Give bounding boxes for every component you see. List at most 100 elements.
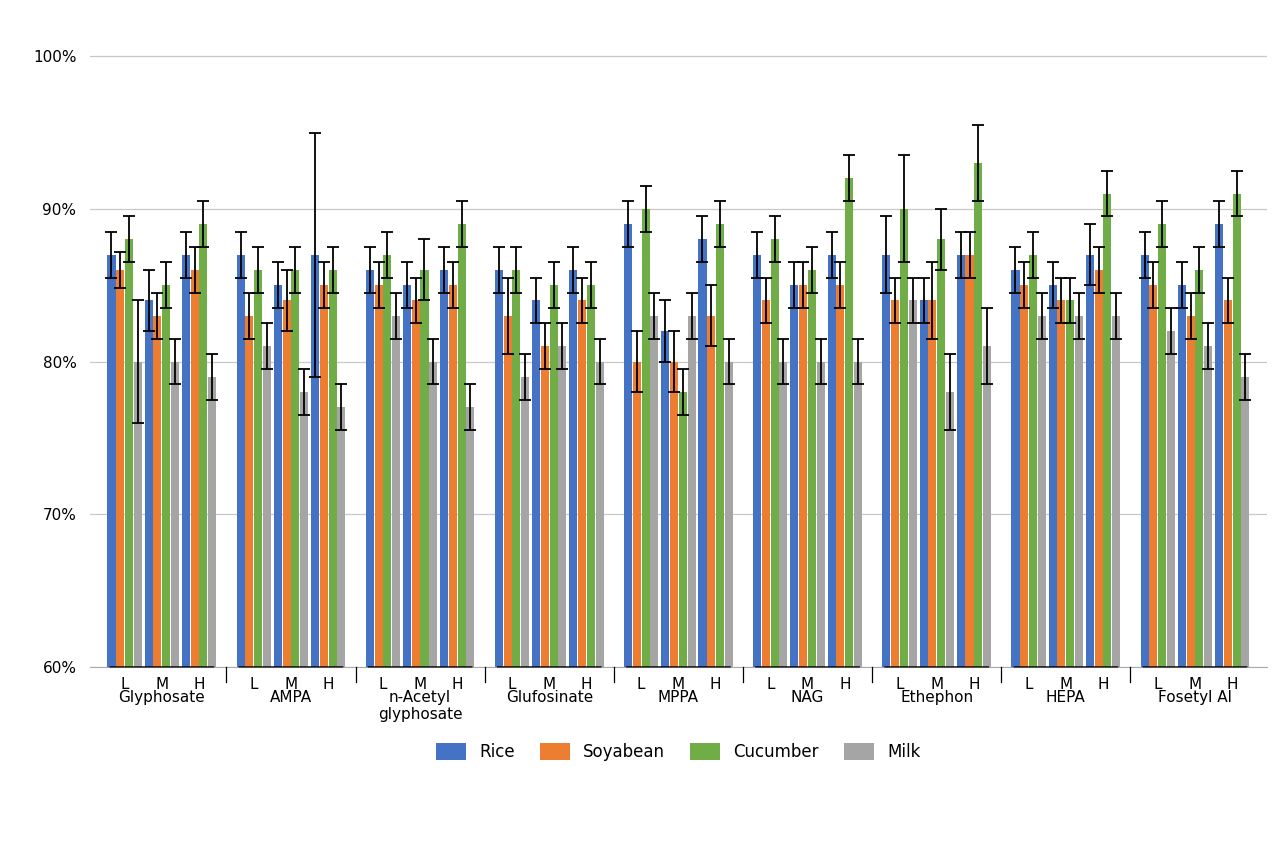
- Bar: [246, 315, 253, 667]
- Text: n-Acetyl
glyphosate: n-Acetyl glyphosate: [378, 690, 462, 722]
- Bar: [503, 315, 512, 667]
- Bar: [632, 362, 641, 667]
- Bar: [300, 392, 308, 667]
- Bar: [1178, 286, 1185, 667]
- Bar: [182, 255, 189, 667]
- Bar: [145, 300, 152, 667]
- Bar: [466, 407, 475, 667]
- Bar: [919, 300, 928, 667]
- Bar: [458, 224, 466, 667]
- Bar: [383, 255, 392, 667]
- Text: NAG: NAG: [791, 690, 824, 705]
- Bar: [366, 270, 374, 667]
- Bar: [965, 255, 974, 667]
- Bar: [753, 255, 762, 667]
- Bar: [1103, 193, 1111, 667]
- Bar: [1233, 193, 1240, 667]
- Bar: [1215, 224, 1224, 667]
- Bar: [320, 286, 328, 667]
- Bar: [595, 362, 604, 667]
- Bar: [521, 377, 529, 667]
- Bar: [1140, 255, 1148, 667]
- Bar: [403, 286, 411, 667]
- Bar: [662, 331, 669, 667]
- Bar: [928, 300, 937, 667]
- Bar: [956, 255, 965, 667]
- Text: Fosetyl Al: Fosetyl Al: [1158, 690, 1231, 705]
- Bar: [392, 315, 401, 667]
- Bar: [1066, 300, 1074, 667]
- Bar: [1242, 377, 1249, 667]
- Legend: Rice, Soyabean, Cucumber, Milk: Rice, Soyabean, Cucumber, Milk: [429, 736, 928, 768]
- Bar: [191, 270, 198, 667]
- Bar: [1167, 331, 1175, 667]
- Bar: [579, 300, 586, 667]
- Bar: [678, 392, 687, 667]
- Bar: [255, 270, 262, 667]
- Bar: [1112, 315, 1120, 667]
- Bar: [780, 362, 787, 667]
- Bar: [974, 163, 982, 667]
- Text: MPPA: MPPA: [658, 690, 699, 705]
- Bar: [891, 300, 899, 667]
- Bar: [375, 286, 383, 667]
- Bar: [1011, 270, 1019, 667]
- Bar: [1094, 270, 1102, 667]
- Bar: [1048, 286, 1057, 667]
- Bar: [687, 315, 695, 667]
- Bar: [440, 270, 448, 667]
- Bar: [699, 239, 707, 667]
- Bar: [817, 362, 824, 667]
- Bar: [762, 300, 771, 667]
- Bar: [274, 286, 282, 667]
- Bar: [724, 362, 732, 667]
- Bar: [329, 270, 337, 667]
- Bar: [570, 270, 577, 667]
- Bar: [708, 315, 716, 667]
- Bar: [650, 315, 658, 667]
- Bar: [845, 179, 854, 667]
- Bar: [828, 255, 836, 667]
- Bar: [1204, 346, 1212, 667]
- Bar: [512, 270, 521, 667]
- Bar: [1038, 315, 1046, 667]
- Bar: [946, 392, 954, 667]
- Bar: [1075, 315, 1083, 667]
- Bar: [1187, 315, 1194, 667]
- Bar: [541, 346, 549, 667]
- Bar: [1029, 255, 1037, 667]
- Bar: [1057, 300, 1065, 667]
- Bar: [172, 362, 179, 667]
- Bar: [163, 286, 170, 667]
- Bar: [237, 255, 244, 667]
- Bar: [532, 300, 540, 667]
- Bar: [641, 209, 649, 667]
- Bar: [283, 300, 291, 667]
- Bar: [900, 209, 908, 667]
- Bar: [558, 346, 567, 667]
- Bar: [133, 362, 142, 667]
- Bar: [292, 270, 300, 667]
- Bar: [983, 346, 991, 667]
- Bar: [262, 346, 271, 667]
- Bar: [412, 300, 420, 667]
- Bar: [586, 286, 595, 667]
- Bar: [716, 224, 724, 667]
- Text: Glyphosate: Glyphosate: [119, 690, 205, 705]
- Bar: [799, 286, 808, 667]
- Bar: [429, 362, 438, 667]
- Text: Glufosinate: Glufosinate: [506, 690, 593, 705]
- Bar: [1020, 286, 1028, 667]
- Bar: [125, 239, 133, 667]
- Bar: [154, 315, 161, 667]
- Bar: [836, 286, 845, 667]
- Bar: [808, 270, 815, 667]
- Bar: [209, 377, 216, 667]
- Bar: [338, 407, 346, 667]
- Bar: [937, 239, 945, 667]
- Text: HEPA: HEPA: [1046, 690, 1085, 705]
- Bar: [1224, 300, 1231, 667]
- Bar: [882, 255, 891, 667]
- Bar: [790, 286, 799, 667]
- Bar: [1158, 224, 1166, 667]
